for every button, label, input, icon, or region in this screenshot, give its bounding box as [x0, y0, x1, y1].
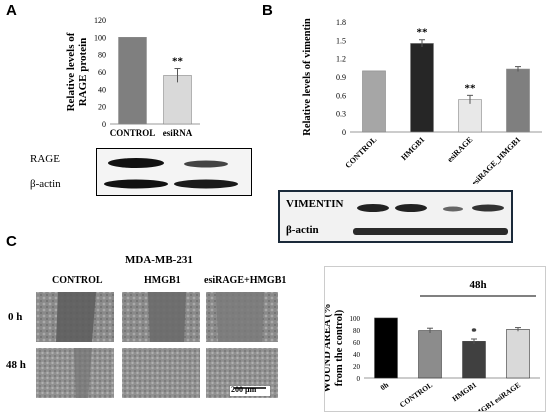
y-tick-label: 100 — [350, 315, 361, 323]
bar-3 — [458, 99, 482, 133]
blot-a-image — [96, 148, 252, 196]
bar-1 — [362, 70, 386, 133]
chart-a-rage: 0 20 40 60 80 100 120 Relative levels ofRAGE pr… — [65, 16, 200, 138]
micrograph-hmgb1-48h — [122, 348, 200, 398]
y-tick-label: 20 — [98, 103, 106, 112]
significance-3: * — [471, 326, 477, 338]
panel-b-letter: B — [262, 2, 273, 19]
chart-b-vimentin: 0 0.3 0.6 0.9 1.2 1.5 1.8 Relative levels of vi… — [302, 18, 542, 184]
micrograph-control-0h — [36, 292, 114, 342]
blot-a-label-1: RAGE — [30, 153, 60, 165]
y-tick-label: 40 — [98, 85, 106, 94]
x-tick-label: esiRNA — [163, 128, 193, 138]
blot-a-label-2: β-actin — [30, 178, 61, 190]
micrograph-hmgb1-0h — [122, 292, 200, 342]
blot-b-image — [278, 190, 513, 243]
y-tick-label: 100 — [94, 33, 106, 42]
blot-b-label-2: β-actin — [286, 224, 319, 236]
y-tick-label: 1.8 — [336, 18, 346, 27]
x-tick-label: HMGB1 — [450, 380, 478, 403]
x-tick-label: CONTROL — [110, 128, 156, 138]
y-tick-label: 80 — [98, 51, 106, 60]
y-tick-label: 0 — [102, 120, 106, 129]
blot-b-label-1: VIMENTIN — [286, 198, 344, 210]
y-tick-label: 20 — [353, 363, 361, 371]
y-axis-label: Relative levels ofRAGE protein — [65, 32, 89, 111]
y-tick-label: 80 — [353, 327, 361, 335]
y-tick-label: 60 — [353, 339, 361, 347]
micrograph-control-48h — [36, 348, 114, 398]
y-axis-label: Relative levels of vimentin — [302, 18, 313, 136]
micrograph-esirage-0h — [206, 292, 278, 342]
y-tick-label: 40 — [353, 351, 361, 359]
x-tick-label: esiRAGE — [445, 135, 474, 164]
y-tick-label: 120 — [94, 16, 106, 25]
significance-2: ** — [172, 56, 184, 68]
micro-col-hmgb1: HMGB1 — [144, 275, 181, 286]
x-tick-label: HMGB1 — [399, 135, 426, 162]
y-tick-label: 0.3 — [336, 110, 346, 119]
micrograph-esirage-48h — [206, 348, 278, 398]
x-tick-label: esiRAGE_HMGB1 — [470, 135, 523, 184]
panel-c-letter: C — [6, 233, 17, 250]
y-tick-label: 1.2 — [336, 55, 346, 64]
y-tick-label: 0 — [342, 128, 346, 137]
bar-2 — [418, 330, 442, 379]
y-axis-label: WOUND AREA (%from the control) — [324, 303, 345, 392]
micro-row-0h: 0 h — [8, 311, 23, 323]
x-tick-label: HMGB1 esiRAGE — [468, 380, 522, 412]
significance-2: ** — [417, 27, 429, 39]
bar-1 — [374, 317, 398, 379]
x-tick-label: CONTROL — [343, 135, 378, 170]
chart-c-frame — [324, 266, 546, 412]
bar-2 — [163, 75, 192, 125]
bar-3 — [462, 341, 486, 379]
cell-line-label: MDA-MB-231 — [125, 254, 193, 266]
blot-panel-b: VIMENTIN β-actin — [278, 190, 514, 244]
scale-bar-label: 200 µm — [231, 385, 257, 394]
significance-3: ** — [465, 82, 477, 94]
bar-2 — [410, 43, 434, 133]
bar-1 — [118, 37, 147, 125]
y-tick-label: 0.6 — [336, 91, 346, 100]
x-tick-label: 0h — [378, 380, 390, 392]
bar-4 — [506, 68, 530, 133]
y-tick-label: 0 — [357, 375, 361, 383]
x-tick-label: CONTROL — [398, 380, 434, 409]
y-tick-label: 1.5 — [336, 36, 346, 45]
bar-4 — [506, 329, 530, 379]
micro-col-control: CONTROL — [52, 275, 103, 286]
micro-col-esirage-hmgb1: esiRAGE+HMGB1 — [204, 275, 287, 286]
y-tick-label: 60 — [98, 68, 106, 77]
panel-a-letter: A — [6, 2, 17, 19]
bracket-label: 48h — [469, 279, 486, 291]
chart-c-wound: 0 20 40 60 80 100 WOUND AREA (%from the contro… — [324, 266, 546, 412]
y-tick-label: 0.9 — [336, 73, 346, 82]
micrograph-grid — [36, 292, 278, 398]
blot-panel-a: RAGE β-actin — [30, 148, 252, 198]
micro-row-48h: 48 h — [6, 359, 26, 371]
